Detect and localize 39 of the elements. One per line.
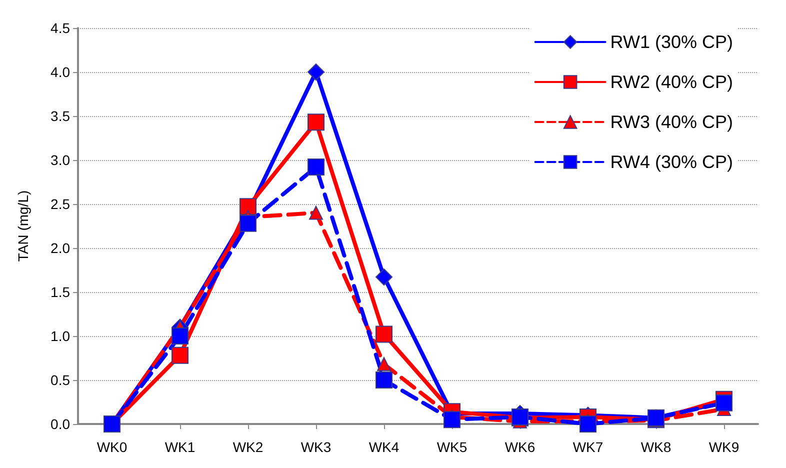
y-tick-label: 4.0 — [50, 64, 70, 80]
y-axis-title: TAN (mg/L) — [15, 190, 31, 262]
point — [308, 64, 324, 80]
y-tick-label: 1.0 — [50, 328, 70, 344]
point — [377, 357, 391, 372]
point — [308, 114, 324, 131]
legend-label: RW1 (30% CP) — [610, 32, 734, 52]
y-tick-label: 3.0 — [50, 152, 70, 168]
x-tick-label: WK4 — [368, 439, 400, 455]
x-tick-label: WK2 — [232, 439, 264, 455]
point — [172, 328, 188, 344]
point — [376, 372, 392, 388]
x-tick-label: WK5 — [436, 439, 468, 455]
y-tick-label: 1.5 — [50, 284, 70, 300]
legend-label: RW2 (40% CP) — [610, 72, 734, 92]
legend-label: RW4 (30% CP) — [610, 152, 734, 172]
y-tick-label: 2.0 — [50, 240, 70, 256]
point — [309, 206, 323, 220]
x-tick-label: WK8 — [640, 439, 672, 455]
point — [376, 326, 392, 343]
point — [240, 214, 256, 232]
legend-label: RW3 (40% CP) — [610, 112, 734, 132]
point — [376, 268, 392, 286]
point — [444, 411, 460, 428]
x-tick-label: WK6 — [504, 439, 536, 455]
x-tick-label: WK3 — [300, 439, 332, 455]
point — [580, 416, 596, 432]
x-tick-label: WK7 — [572, 439, 604, 455]
y-tick-label: 2.5 — [50, 196, 70, 212]
y-tick-label: 0.0 — [50, 416, 70, 432]
point — [240, 198, 256, 216]
y-tick-label: 0.5 — [50, 372, 70, 388]
y-tick-label: 3.5 — [50, 108, 70, 124]
x-tick-label: WK1 — [164, 439, 196, 455]
x-tick-label: WK0 — [96, 439, 128, 455]
y-tick-label: 4.5 — [50, 20, 70, 36]
point — [308, 158, 324, 176]
point — [172, 346, 188, 364]
x-tick-label: WK9 — [708, 439, 740, 455]
